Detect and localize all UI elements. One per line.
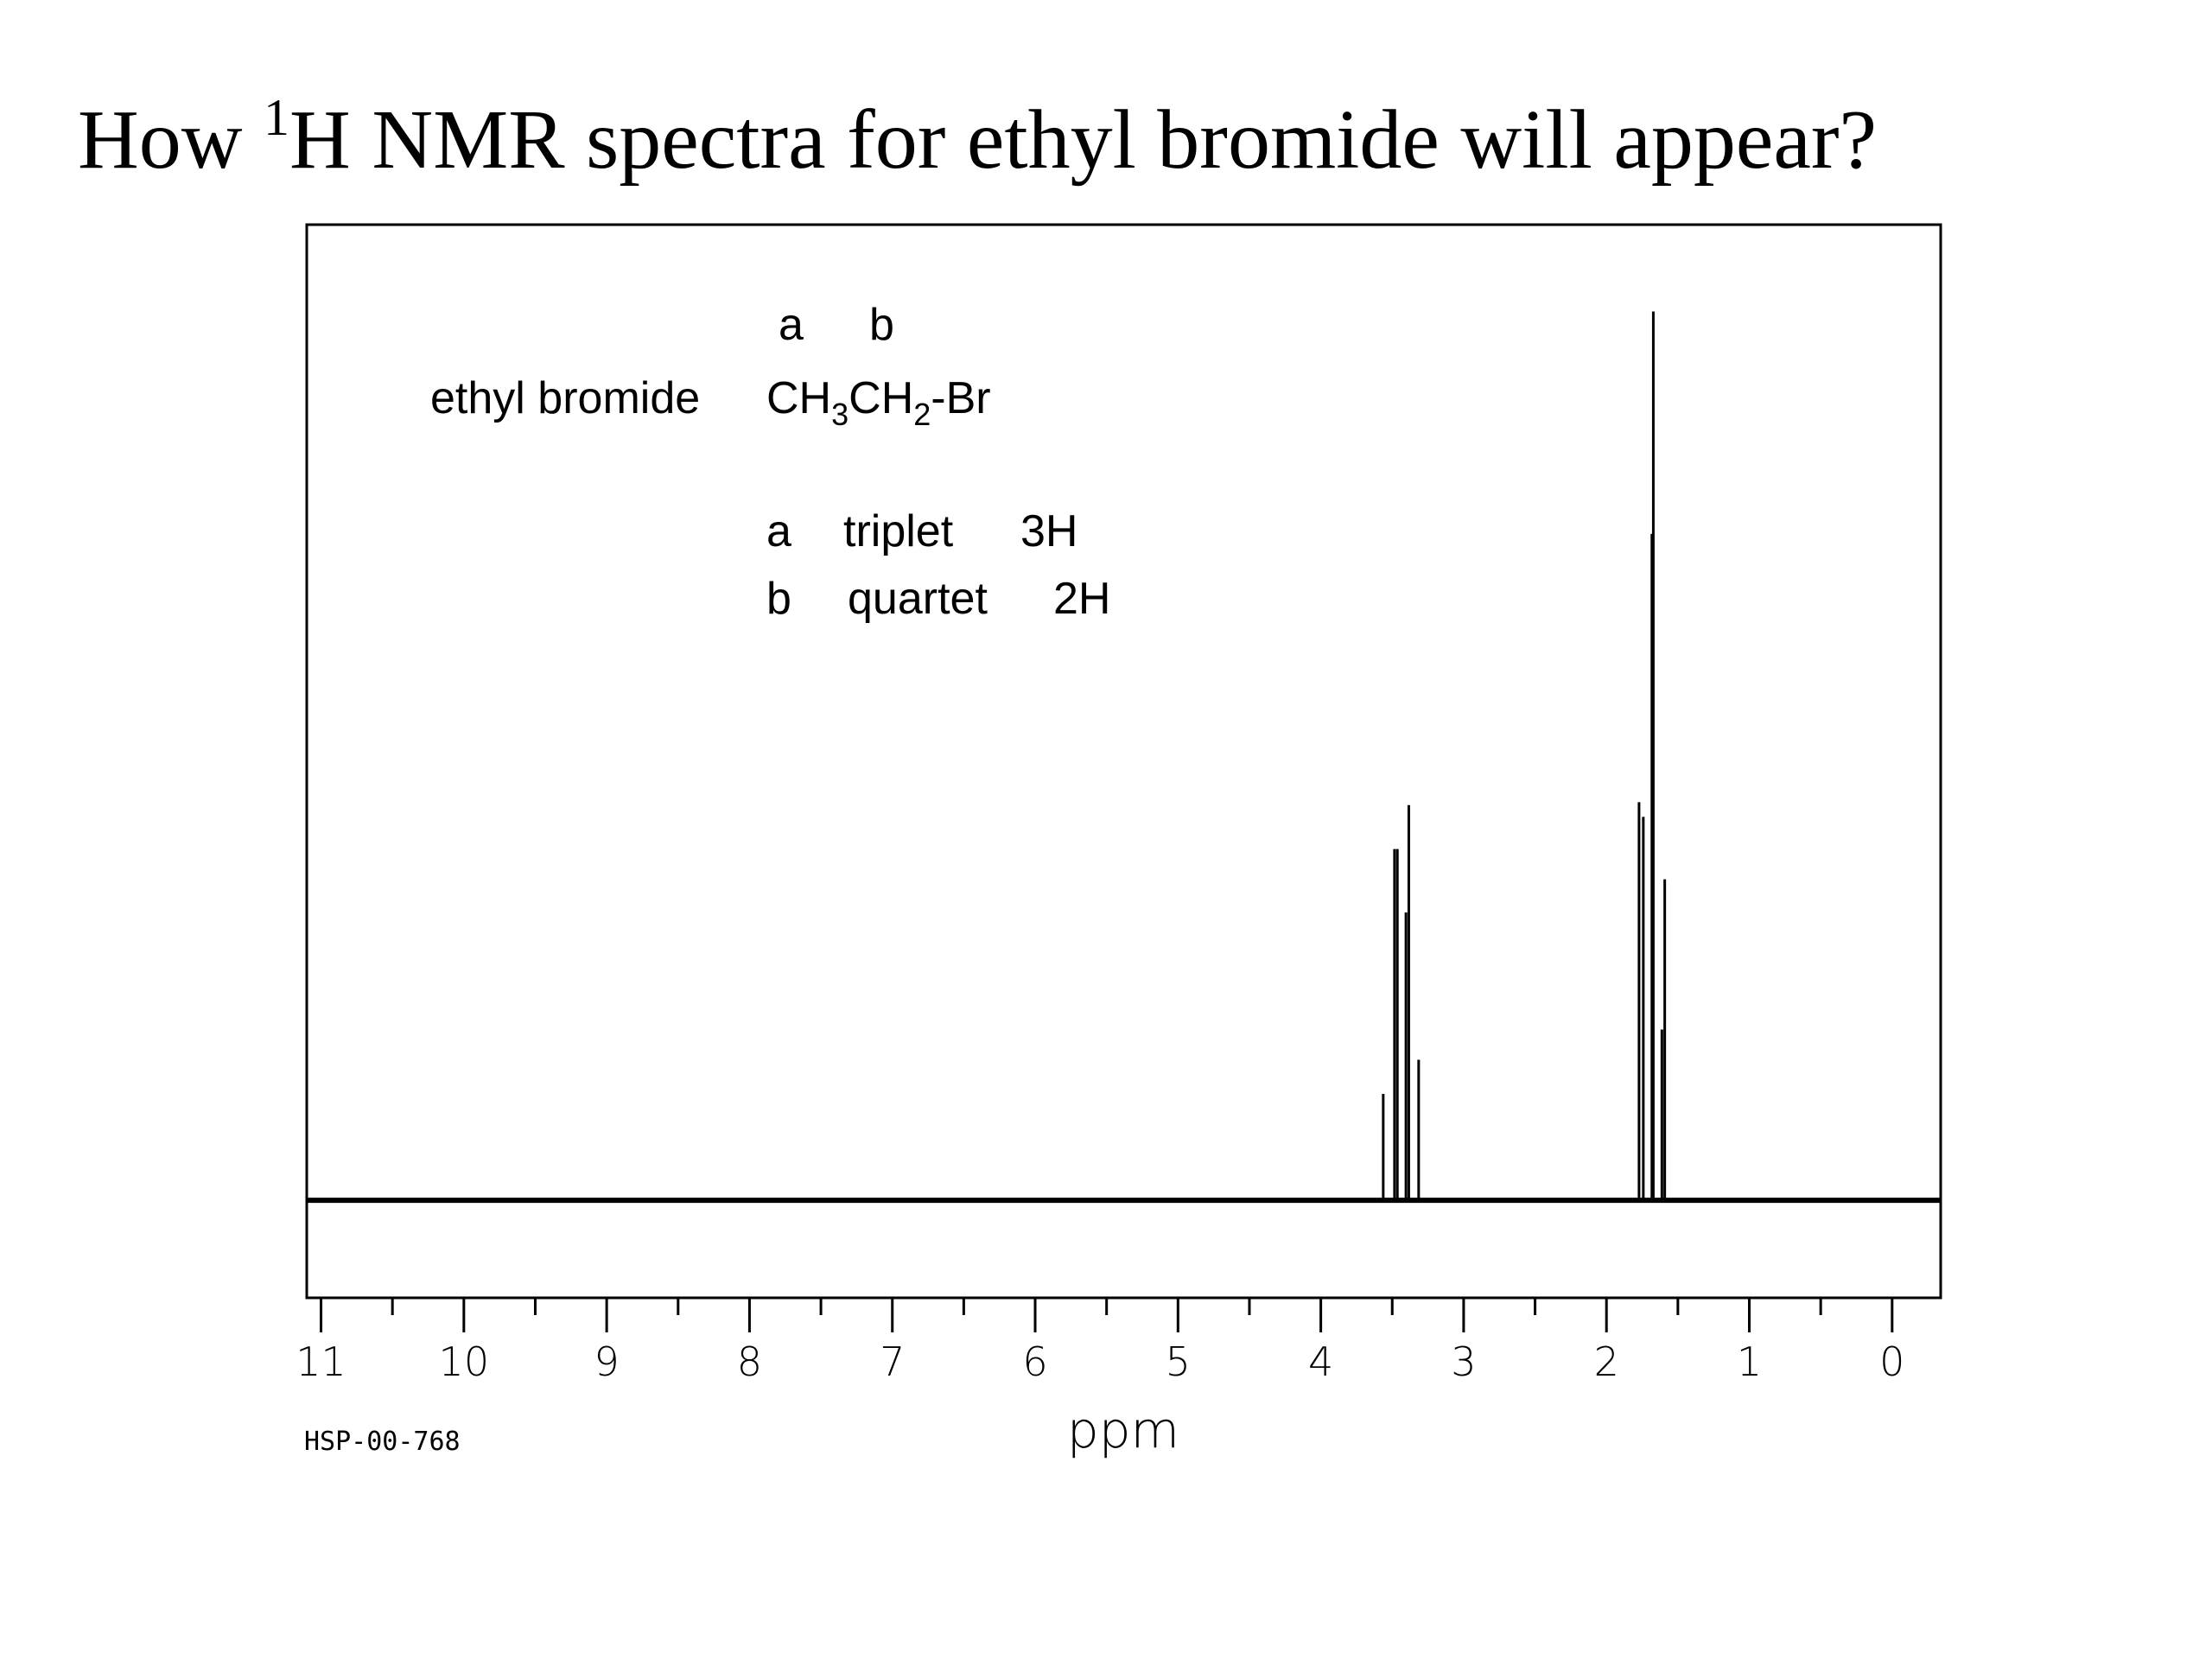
formula-part: CH [849, 373, 913, 423]
row-count: 2H [1053, 574, 1110, 624]
x-tick-label: 9 [594, 1338, 619, 1385]
spectrum-code: HSP-00-768 [304, 1427, 461, 1457]
x-tick-label: 8 [737, 1338, 762, 1385]
x-tick-label: 1 [1737, 1338, 1762, 1385]
row-count: 3H [1020, 506, 1077, 556]
row-multiplicity: quartet [848, 574, 988, 624]
title-sup: 1 [264, 89, 289, 146]
formula-sub: 2 [913, 397, 931, 432]
x-tick-label: 2 [1594, 1338, 1619, 1385]
x-tick-label: 7 [880, 1338, 905, 1385]
title-text: How [78, 93, 264, 187]
x-tick-label: 10 [439, 1338, 490, 1385]
x-tick-label: 3 [1451, 1338, 1476, 1385]
x-axis-label: ppm [1067, 1401, 1179, 1459]
row-letter: b [766, 574, 791, 624]
formula-part: -Br [931, 373, 990, 423]
label-a: a [779, 300, 804, 350]
compound-name: ethyl bromide [430, 373, 700, 423]
title-text: H NMR spectra for ethyl bromide will app… [289, 93, 1877, 187]
x-tick-label: 0 [1879, 1338, 1904, 1385]
x-tick-label: 5 [1166, 1338, 1191, 1385]
row-letter: a [766, 506, 791, 556]
x-tick-label: 4 [1308, 1338, 1333, 1385]
row-multiplicity: triplet [843, 506, 954, 556]
plot-frame [305, 223, 1942, 1300]
annotation: a b ethyl bromide CH3CH2-Br a triplet 3H… [430, 300, 1110, 624]
formula: CH3CH2-Br [766, 373, 991, 432]
label-b: b [869, 300, 894, 350]
x-tick-label: 11 [296, 1338, 346, 1385]
formula-part: CH [766, 373, 831, 423]
formula-sub: 3 [831, 397, 849, 432]
slide-title: How 1H NMR spectra for ethyl bromide wil… [78, 89, 1877, 187]
x-tick-label: 6 [1022, 1338, 1047, 1385]
